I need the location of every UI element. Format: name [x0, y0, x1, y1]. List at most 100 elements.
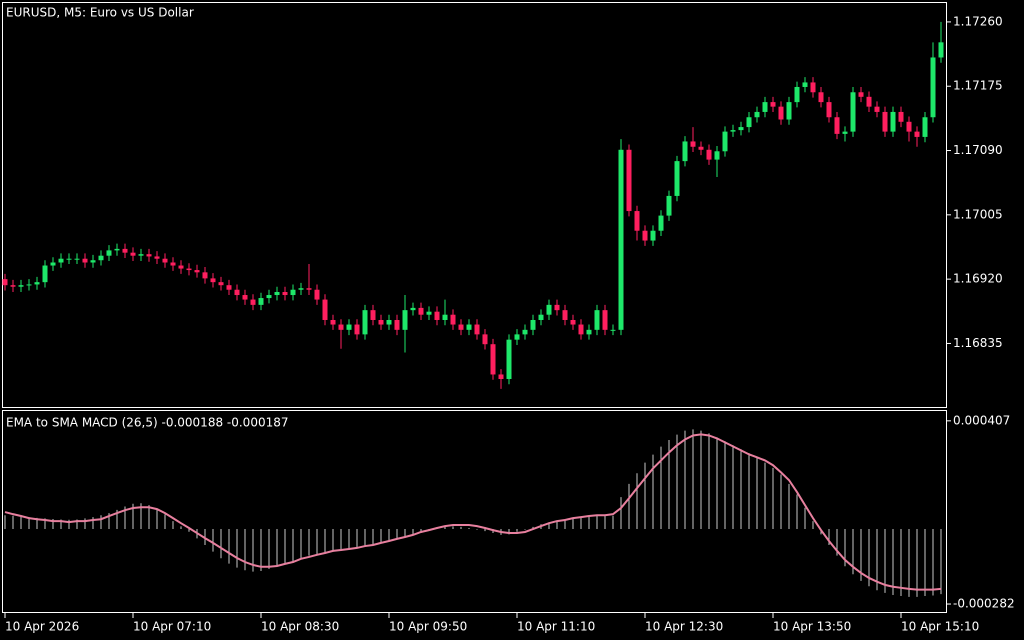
- x-tick-label: 10 Apr 2026: [5, 620, 79, 634]
- candle-body: [154, 256, 160, 259]
- candle-body: [930, 57, 936, 118]
- macd-frame: [2, 410, 947, 613]
- candle-body: [58, 258, 64, 263]
- candle-body: [410, 307, 416, 311]
- candle-body: [546, 304, 552, 315]
- candle-body: [42, 265, 48, 283]
- candle-body: [490, 344, 496, 375]
- candle-body: [82, 258, 88, 263]
- candle-body: [186, 268, 192, 271]
- candle-body: [498, 374, 504, 380]
- candle-body: [458, 324, 464, 330]
- candle-body: [762, 102, 768, 112]
- candle-body: [514, 334, 520, 340]
- x-tick-label: 10 Apr 15:10: [901, 620, 979, 634]
- candle-body: [162, 258, 168, 263]
- candle-body: [26, 284, 32, 286]
- candle-body: [746, 117, 752, 128]
- candle-body: [506, 339, 512, 380]
- x-tick-label: 10 Apr 09:50: [389, 620, 467, 634]
- candle-body: [674, 161, 680, 196]
- candle-body: [346, 324, 352, 330]
- candle-body: [874, 106, 880, 112]
- candle-body: [386, 319, 392, 325]
- candle-body: [442, 314, 448, 320]
- candle-body: [906, 121, 912, 132]
- candle-body: [98, 255, 104, 261]
- candle-body: [738, 127, 744, 131]
- candle-body: [778, 106, 784, 120]
- candle-body: [130, 252, 136, 256]
- x-tick-label: 10 Apr 13:50: [773, 620, 851, 634]
- candle-body: [610, 329, 616, 331]
- candle-body: [554, 304, 560, 311]
- candle-body: [882, 111, 888, 132]
- candle-body: [898, 111, 904, 122]
- candle-body: [834, 117, 840, 134]
- candle-body: [938, 42, 944, 58]
- candle-body: [522, 329, 528, 335]
- candle-body: [146, 254, 152, 257]
- candle-body: [298, 288, 304, 290]
- y-tick-label: 1.16835: [953, 336, 1003, 350]
- candle-body: [730, 130, 736, 132]
- candle-body: [578, 324, 584, 335]
- candle-body: [434, 311, 440, 320]
- y-tick-label: -0.000282: [953, 597, 1015, 611]
- candle-body: [218, 282, 224, 286]
- candle-body: [698, 146, 704, 150]
- candle-body: [890, 111, 896, 132]
- candle-body: [706, 149, 712, 160]
- y-tick-label: 1.17090: [953, 143, 1003, 157]
- candle-body: [370, 310, 376, 320]
- candle-body: [226, 285, 232, 290]
- y-tick-label: 1.16920: [953, 272, 1003, 286]
- candle-body: [378, 319, 384, 325]
- candle-body: [562, 310, 568, 320]
- candle-body: [50, 262, 56, 266]
- x-tick-label: 10 Apr 11:10: [517, 620, 595, 634]
- candle-body: [826, 102, 832, 118]
- candle-body: [74, 258, 80, 260]
- candle-body: [810, 82, 816, 93]
- x-tick-label: 10 Apr 07:10: [133, 620, 211, 634]
- candle-body: [842, 131, 848, 134]
- candle-body: [266, 295, 272, 299]
- candle-body: [570, 319, 576, 325]
- candle-body: [474, 324, 480, 335]
- candle-body: [114, 248, 120, 251]
- candle-body: [330, 319, 336, 325]
- main-frame: [2, 2, 947, 408]
- candle-body: [234, 289, 240, 296]
- candle-body: [394, 319, 400, 330]
- candle-body: [258, 298, 264, 305]
- x-tick-label: 10 Apr 12:30: [645, 620, 723, 634]
- candle-body: [794, 86, 800, 103]
- candle-body: [818, 92, 824, 103]
- candle-body: [538, 314, 544, 320]
- candle-body: [402, 310, 408, 330]
- candle-body: [482, 334, 488, 345]
- candle-body: [194, 270, 200, 273]
- candle-body: [714, 151, 720, 160]
- candle-body: [658, 215, 664, 231]
- candle-body: [650, 230, 656, 241]
- candle-body: [418, 307, 424, 315]
- candle-body: [90, 260, 96, 263]
- candle-body: [122, 248, 128, 253]
- candle-body: [770, 102, 776, 107]
- candle-body: [642, 230, 648, 241]
- candle-body: [594, 310, 600, 330]
- candle-body: [362, 310, 368, 335]
- candle-body: [138, 254, 144, 256]
- y-tick-label: 1.17175: [953, 79, 1003, 93]
- candle-body: [850, 92, 856, 132]
- candle-body: [450, 314, 456, 325]
- candle-body: [914, 131, 920, 137]
- candle-body: [10, 285, 16, 287]
- candle-body: [202, 272, 208, 279]
- candle-body: [2, 279, 8, 286]
- candle-body: [618, 149, 624, 330]
- candle-body: [242, 295, 248, 300]
